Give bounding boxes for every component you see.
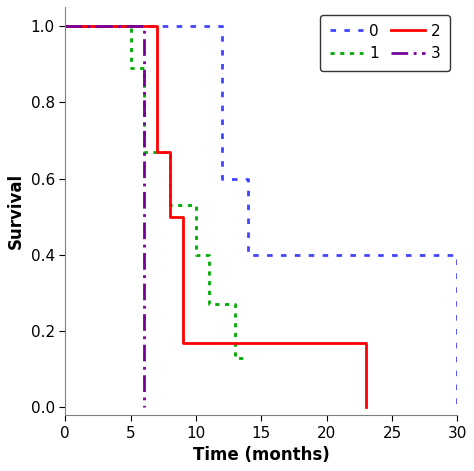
X-axis label: Time (months): Time (months) (193, 446, 329, 464)
Legend: 0, 1, 2, 3: 0, 1, 2, 3 (320, 15, 450, 71)
Y-axis label: Survival: Survival (7, 173, 25, 249)
